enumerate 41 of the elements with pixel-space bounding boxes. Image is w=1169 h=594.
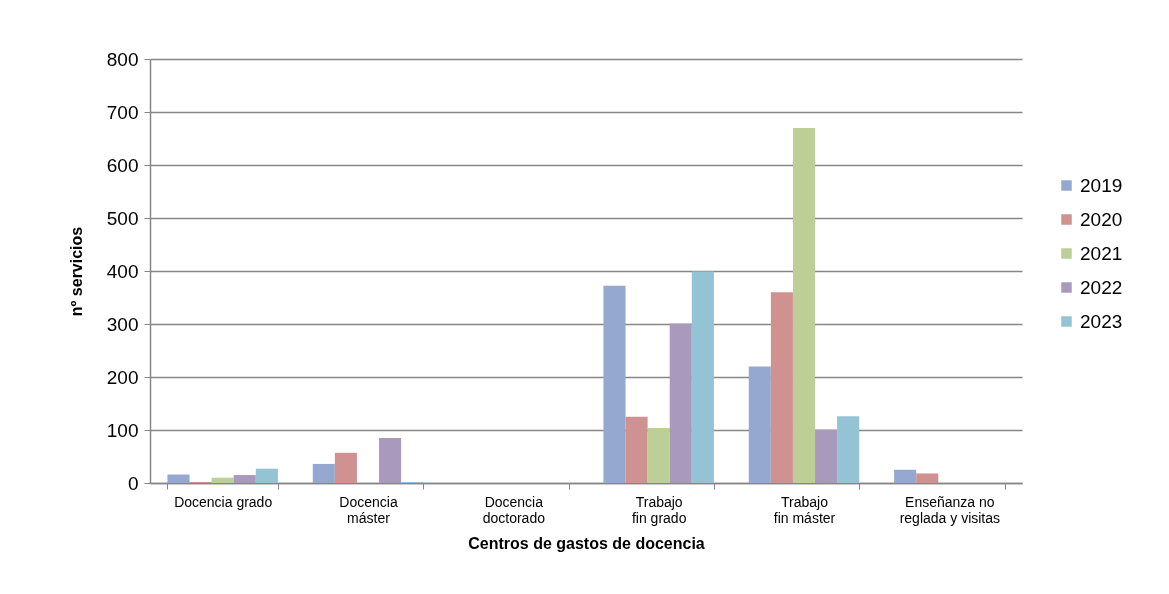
y-tick-label: 500 — [106, 207, 139, 229]
x-tick-label: Trabajo fin máster — [773, 493, 836, 526]
bar — [792, 127, 816, 483]
x-tick-label: Enseñanza no reglada y visitas — [899, 493, 1001, 526]
bar — [379, 437, 402, 483]
bar — [669, 323, 692, 483]
y-tick-label: 100 — [106, 419, 139, 441]
x-tick-label: Trabajo fin grado — [631, 493, 687, 526]
bar — [167, 474, 190, 483]
legend-label: 2022 — [1080, 276, 1123, 298]
bar — [894, 469, 917, 483]
bar — [770, 292, 793, 483]
y-tick-label: 700 — [106, 101, 139, 123]
bar — [748, 366, 771, 483]
x-tick-label: Docencia grado — [174, 493, 273, 510]
y-tick-label: 800 — [106, 48, 139, 70]
bar — [312, 463, 335, 483]
bar — [815, 429, 838, 483]
bar — [334, 452, 357, 483]
bar — [647, 427, 670, 483]
y-tick-label: 0 — [127, 472, 139, 494]
bar — [603, 285, 626, 483]
bar — [233, 475, 256, 483]
x-axis-title: Centros de gastos de docencia — [468, 534, 705, 552]
y-axis-title: nº servicios — [67, 226, 85, 317]
bar — [837, 416, 860, 483]
legend-label: 2023 — [1080, 310, 1123, 332]
y-tick-label: 300 — [106, 313, 139, 335]
y-tick-label: 200 — [106, 366, 139, 388]
y-tick-label: 400 — [106, 260, 139, 282]
bar — [691, 271, 714, 483]
legend-label: 2020 — [1080, 208, 1123, 230]
bar — [916, 473, 939, 483]
y-tick-label: 600 — [106, 154, 139, 176]
x-tick-label: Docencia máster — [339, 493, 398, 526]
x-tick-label: Docencia doctorado — [482, 493, 546, 526]
bar — [211, 477, 234, 483]
bar — [625, 416, 648, 483]
bar — [255, 468, 278, 483]
legend-label: 2021 — [1080, 242, 1123, 264]
legend-label: 2019 — [1080, 174, 1123, 196]
